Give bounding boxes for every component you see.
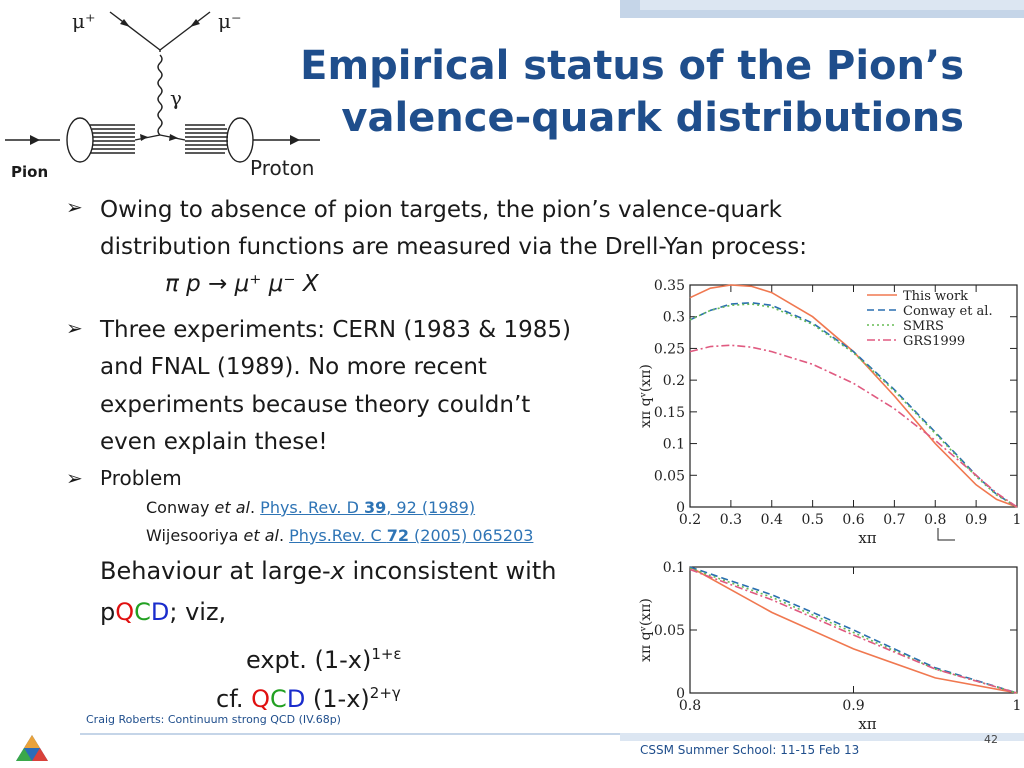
proton-label: Proton bbox=[250, 156, 314, 180]
x-tick-label: 0.8 bbox=[679, 698, 701, 714]
pion-pdf-chart-zoom: 0.8 0.9 1 0 0.05 0.1 xπ xπ qᵛ(xπ) bbox=[638, 560, 1022, 733]
ref-1-link[interactable]: Phys. Rev. D 39, 92 (1989) bbox=[260, 498, 476, 517]
gamma-label: γ bbox=[170, 86, 182, 110]
header-decoration-inner bbox=[640, 0, 1024, 10]
y-tick-label: 0.1 bbox=[663, 560, 685, 576]
pion-pdf-chart-main: 0.2 0.3 0.4 0.5 0.6 0.7 0.8 0.9 1 0 0.05 0.1 0.15 0.2… bbox=[638, 278, 1022, 547]
y-tick-label: 0.15 bbox=[654, 405, 685, 421]
bullet-1-line-2: distribution functions are measured via … bbox=[100, 234, 807, 260]
ref-1-dot: . bbox=[250, 498, 261, 517]
series-line bbox=[689, 284, 1018, 508]
footer-bar-right bbox=[620, 733, 1024, 741]
x-tick-label: 0.9 bbox=[842, 698, 864, 714]
expt-formula: expt. (1-x)1+ε bbox=[246, 645, 402, 674]
zoom-connector-left bbox=[937, 528, 955, 541]
footer-left-text: Craig Roberts: Continuum strong QCD (IV.… bbox=[86, 713, 341, 726]
mu-plus-label: μ⁺ bbox=[72, 9, 96, 33]
ref-1-author: Conway bbox=[146, 498, 215, 517]
mu-minus-label: μ⁻ bbox=[218, 9, 242, 33]
y-tick-label: 0.25 bbox=[654, 341, 685, 357]
drell-yan-feynman-diagram: μ⁺ μ⁻ γ Proton bbox=[5, 9, 320, 180]
x-tick-label: 0.5 bbox=[801, 512, 823, 528]
series-line bbox=[689, 344, 1018, 508]
y-tick-label: 0 bbox=[676, 500, 685, 516]
series-line bbox=[689, 568, 1018, 694]
bullet-2-line-1: Three experiments: CERN (1983 & 1985) bbox=[100, 317, 571, 343]
ref-2-author: Wijesooriya bbox=[146, 526, 244, 545]
bullet-1-line-1: Owing to absence of pion targets, the pi… bbox=[100, 197, 782, 223]
series-line bbox=[689, 566, 1018, 694]
x-axis-label: xπ bbox=[858, 529, 876, 547]
y-tick-label: 0.05 bbox=[654, 468, 685, 484]
ref-2-link[interactable]: Phys.Rev. C 72 (2005) 065203 bbox=[289, 526, 534, 545]
bullet-2-line-3: experiments because theory couldn’t bbox=[100, 392, 531, 418]
y-tick-label: 0.1 bbox=[663, 437, 685, 453]
y-axis-label: xπ qᵛ(xπ) bbox=[638, 598, 654, 662]
y-tick-label: 0.3 bbox=[663, 310, 685, 326]
x-tick-label: 1 bbox=[1013, 698, 1022, 714]
behaviour-line: Behaviour at large-x inconsistent with bbox=[100, 557, 557, 585]
slide-title: Empirical status of the Pion’s valence-q… bbox=[300, 40, 964, 144]
reference-2: Wijesooriya et al. Phys.Rev. C 72 (2005)… bbox=[146, 524, 533, 548]
cf-qcd-formula: cf. QCD (1-x)2+γ bbox=[216, 684, 401, 713]
ref-2-etal: et al bbox=[243, 526, 279, 545]
bullet-2-line-2: and FNAL (1989). No more recent bbox=[100, 354, 487, 380]
reference-1: Conway et al. Phys. Rev. D 39, 92 (1989) bbox=[146, 496, 475, 520]
series-line bbox=[689, 566, 1018, 694]
y-tick-label: 0.2 bbox=[663, 373, 685, 389]
title-line-1: Empirical status of the Pion’s bbox=[300, 43, 964, 89]
x-axis-label: xπ bbox=[858, 715, 876, 733]
y-axis-label: xπ qᵛ(xπ) bbox=[638, 364, 654, 428]
series-line bbox=[689, 303, 1018, 508]
bullet-3: Problem bbox=[100, 466, 182, 490]
ref-2-dot: . bbox=[278, 526, 290, 545]
legend-label: This work bbox=[903, 289, 968, 304]
x-tick-label: 0.9 bbox=[965, 512, 987, 528]
logo-icon bbox=[16, 735, 48, 761]
x-tick-label: 0.2 bbox=[679, 512, 701, 528]
y-tick-label: 0.05 bbox=[654, 623, 685, 639]
x-tick-label: 0.7 bbox=[883, 512, 905, 528]
process-equation: π p → μ⁺ μ⁻ X bbox=[165, 271, 319, 297]
x-tick-label: 0.3 bbox=[720, 512, 742, 528]
x-tick-label: 0.4 bbox=[761, 512, 783, 528]
x-tick-label: 0.8 bbox=[924, 512, 946, 528]
bullet-arrow-icon: ➢ bbox=[66, 468, 83, 490]
series-line bbox=[689, 301, 1018, 508]
page-number: 42 bbox=[984, 733, 998, 746]
legend-label: Conway et al. bbox=[903, 304, 993, 319]
legend-label: SMRS bbox=[903, 319, 944, 334]
title-line-2: valence-quark distributions bbox=[341, 95, 964, 141]
bullet-2-line-4: even explain these! bbox=[100, 429, 328, 455]
x-tick-label: 1 bbox=[1013, 512, 1022, 528]
legend-label: GRS1999 bbox=[903, 334, 965, 349]
footer-right-text: CSSM Summer School: 11-15 Feb 13 bbox=[640, 743, 860, 757]
pion-label: Pion bbox=[11, 163, 49, 181]
pqcd-line: pQCD; viz, bbox=[100, 598, 227, 626]
ref-1-etal: et al bbox=[214, 498, 250, 517]
footer-line bbox=[80, 733, 620, 735]
bullet-arrow-icon: ➢ bbox=[66, 318, 83, 340]
x-tick-label: 0.6 bbox=[842, 512, 864, 528]
plot-frame bbox=[689, 566, 1018, 694]
y-tick-label: 0 bbox=[676, 686, 685, 702]
y-tick-label: 0.35 bbox=[654, 278, 685, 294]
bullet-arrow-icon: ➢ bbox=[66, 197, 83, 219]
series-line bbox=[689, 567, 1018, 694]
